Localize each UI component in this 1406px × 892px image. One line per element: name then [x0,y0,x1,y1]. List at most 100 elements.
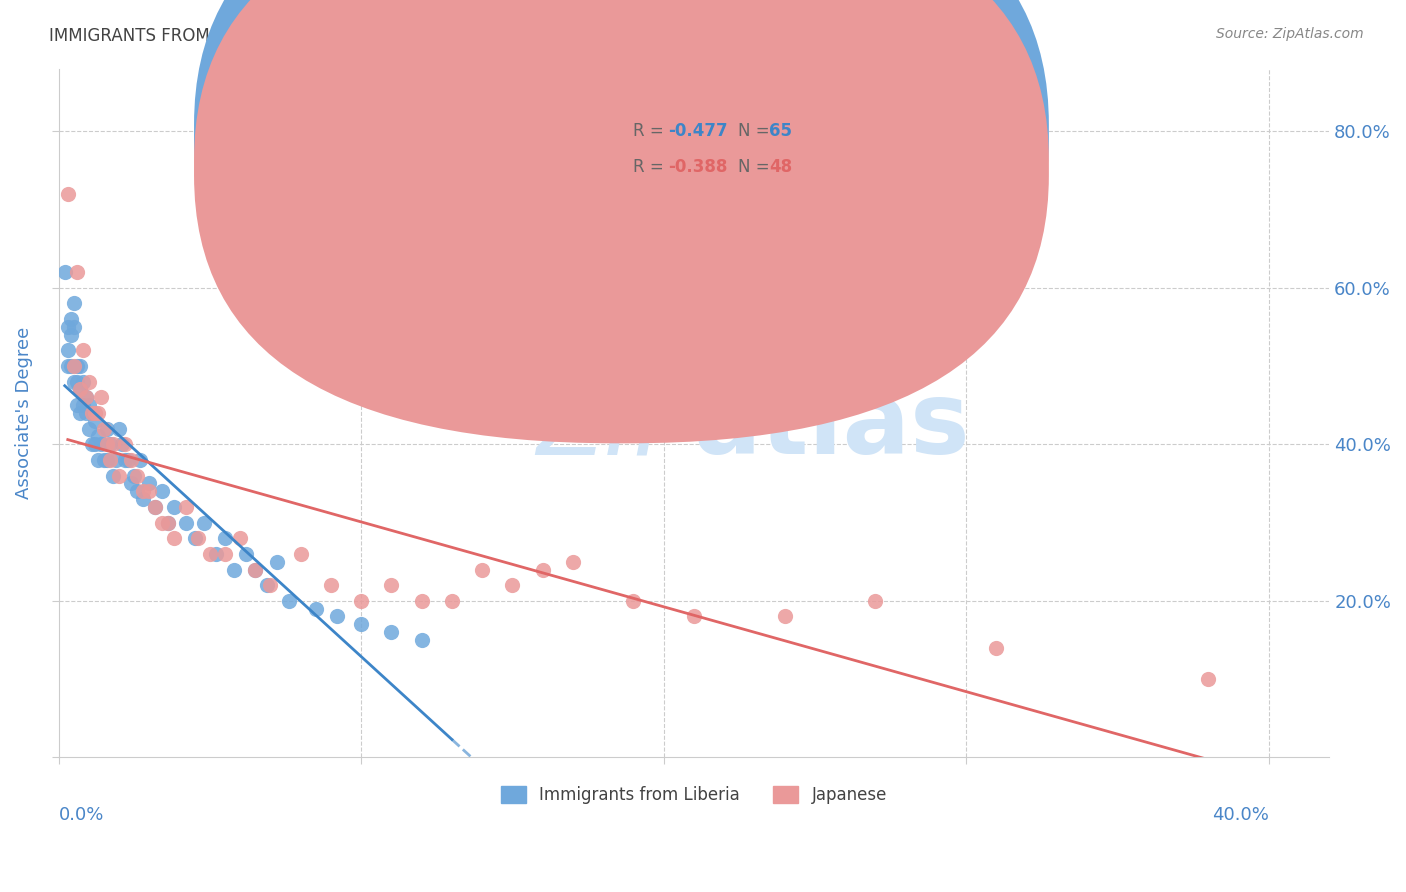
Point [235,547,257,561]
Point [326,609,349,624]
Point [96,422,118,436]
Point [350,617,373,632]
Point [319,578,342,592]
Point [59,359,82,373]
Point [90,390,112,404]
Point [380,578,402,592]
Point [150,484,173,499]
Point [350,594,373,608]
Point [411,594,433,608]
Point [69,359,91,373]
Text: atlas: atlas [695,378,970,475]
Point [117,453,139,467]
Point [114,437,136,451]
Text: 48: 48 [769,158,792,176]
Point [245,562,267,576]
Point [77,422,100,436]
Point [93,422,115,436]
Point [84,414,107,428]
Point [63,319,86,334]
Text: -0.477: -0.477 [668,122,727,140]
Point [63,375,86,389]
Point [773,609,796,624]
Point [56,343,79,358]
Point [72,343,94,358]
Point [111,437,134,451]
Point [305,601,328,615]
Point [266,555,288,569]
Point [245,562,267,576]
Point [90,437,112,451]
Point [229,531,252,545]
Text: Source: ZipAtlas.com: Source: ZipAtlas.com [1216,27,1364,41]
Point [101,468,124,483]
Point [145,500,167,514]
Point [87,453,110,467]
Point [56,359,79,373]
Point [156,516,179,530]
Point [59,312,82,326]
Text: N =: N = [738,122,775,140]
Point [98,453,121,467]
Point [501,578,523,592]
Point [150,516,173,530]
Point [138,484,160,499]
Point [114,453,136,467]
Text: N =: N = [738,158,775,176]
Point [87,429,110,443]
Point [72,375,94,389]
Point [156,516,179,530]
Point [59,327,82,342]
Point [865,594,887,608]
Point [84,437,107,451]
Point [108,422,131,436]
Point [120,453,142,467]
Point [174,500,197,514]
Point [290,547,312,561]
Point [53,265,76,279]
Point [66,375,89,389]
Text: R =: R = [633,122,669,140]
Point [127,468,149,483]
Point [87,406,110,420]
Point [471,562,494,576]
Point [66,359,89,373]
Point [187,531,209,545]
Point [75,406,97,420]
Point [77,375,100,389]
Point [145,500,167,514]
Point [93,453,115,467]
Text: 65: 65 [769,122,792,140]
Point [96,453,118,467]
Point [986,640,1008,655]
Point [108,468,131,483]
Y-axis label: Associate's Degree: Associate's Degree [15,326,32,500]
Point [174,516,197,530]
Point [105,453,128,467]
Point [132,491,155,506]
Point [1197,672,1219,686]
Point [63,359,86,373]
Text: IMMIGRANTS FROM LIBERIA VS JAPANESE ASSOCIATE'S DEGREE CORRELATION CHART: IMMIGRANTS FROM LIBERIA VS JAPANESE ASSO… [49,27,763,45]
Legend: Immigrants from Liberia, Japanese: Immigrants from Liberia, Japanese [495,780,894,811]
Point [411,632,433,647]
Point [224,562,246,576]
Point [84,406,107,420]
Point [56,319,79,334]
Point [80,406,103,420]
Point [69,406,91,420]
Point [101,437,124,451]
Point [256,578,278,592]
Point [80,406,103,420]
Point [214,531,236,545]
Text: -0.388: -0.388 [668,158,727,176]
Point [124,468,146,483]
Point [66,265,89,279]
Point [163,500,186,514]
Point [96,437,118,451]
Point [259,578,281,592]
Text: R =: R = [633,158,669,176]
Point [138,476,160,491]
Point [63,296,86,310]
Point [75,390,97,404]
